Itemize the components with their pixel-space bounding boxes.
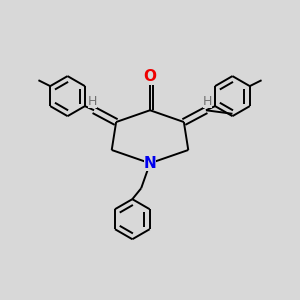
Text: O: O	[143, 70, 157, 85]
Text: N: N	[144, 156, 156, 171]
Text: H: H	[203, 95, 212, 108]
Text: H: H	[88, 95, 97, 108]
